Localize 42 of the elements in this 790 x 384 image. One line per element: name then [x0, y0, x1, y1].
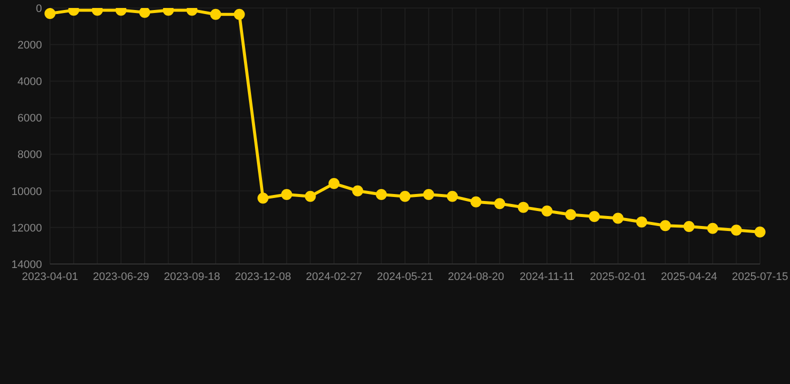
point	[139, 8, 150, 18]
x-tick-label: 2024-08-20	[448, 270, 504, 283]
point	[376, 189, 387, 200]
point	[258, 192, 268, 204]
x-tick-label: 2024-11-11	[520, 270, 574, 283]
point	[730, 224, 742, 236]
point	[707, 222, 718, 234]
point	[304, 190, 316, 202]
point	[352, 185, 364, 196]
x-tick-label: 2024-05-21	[376, 270, 434, 283]
point	[494, 198, 506, 210]
point	[588, 210, 600, 222]
x-tick-label: 2024-02-27	[306, 270, 362, 283]
point	[754, 226, 766, 238]
y-tick-label: 8000	[18, 149, 42, 162]
point	[470, 196, 482, 208]
x-tick-label: 2025-04-24	[660, 270, 718, 283]
x-tick-label: 2025-02-01	[590, 270, 646, 283]
point	[281, 189, 292, 200]
point	[542, 205, 552, 216]
point	[446, 190, 458, 202]
x-tick-label: 2023-09-18	[164, 270, 220, 283]
x-tick-label: 2025-07-15	[732, 270, 788, 283]
point	[565, 209, 576, 220]
point	[636, 216, 648, 228]
point	[518, 202, 529, 213]
y-tick-label: 10000	[11, 186, 42, 198]
y-tick-label: 14000	[11, 258, 42, 271]
y-tick-label: 12000	[11, 222, 42, 234]
point	[423, 189, 434, 200]
y-tick-label: 6000	[18, 112, 42, 125]
y-tick-label: 4000	[18, 76, 42, 88]
point	[684, 221, 694, 232]
point	[660, 220, 671, 232]
point	[612, 212, 624, 224]
y-tick-label: 0	[36, 2, 42, 15]
point	[328, 178, 340, 190]
x-tick-label: 2023-12-08	[234, 270, 292, 283]
point	[400, 190, 410, 202]
y-tick-label: 2000	[18, 39, 42, 52]
x-tick-label: 2023-04-01	[22, 270, 78, 283]
x-tick-label: 2023-06-29	[92, 270, 150, 283]
